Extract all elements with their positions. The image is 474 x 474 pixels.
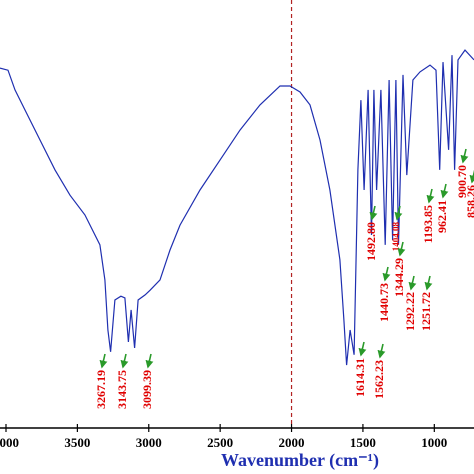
peak-label: 1614.31 [353, 358, 367, 397]
peak-label: 1440.73 [377, 283, 391, 322]
peak-label: 1344.29 [392, 258, 406, 297]
peak-label: 858.26 [464, 185, 474, 218]
peak-arrow [382, 266, 391, 282]
peak-label: 900.70 [455, 165, 469, 198]
peak-arrow [426, 188, 435, 204]
peak-label: 1292.22 [403, 292, 417, 331]
x-tick-label: 1000 [421, 435, 447, 450]
peak-arrow [397, 241, 406, 257]
peak-label: 962.41 [435, 200, 449, 233]
peak-arrow [120, 353, 129, 369]
peak-label: 3099.39 [140, 370, 154, 409]
peak-arrow [369, 205, 378, 221]
peak-arrow [394, 205, 403, 221]
peak-label: 1404.08 [391, 222, 401, 252]
x-tick-label: 3000 [136, 435, 162, 450]
peak-arrow [145, 353, 154, 369]
peak-label: 3267.19 [94, 370, 108, 409]
x-tick-label: 3500 [64, 435, 90, 450]
peak-label: 3143.75 [115, 370, 129, 409]
peak-arrow [377, 343, 386, 359]
peak-arrow [460, 148, 469, 164]
spectrum-line [0, 49, 474, 366]
peak-label: 1562.23 [372, 360, 386, 399]
peak-label: 1251.72 [419, 292, 433, 331]
peak-arrow [408, 275, 417, 291]
x-tick-label: 4000 [0, 435, 19, 450]
x-tick-label: 2500 [207, 435, 233, 450]
peak-arrow [358, 341, 367, 357]
x-axis-title: Wavenumber (cm⁻¹) [221, 450, 379, 471]
peak-arrow [99, 353, 108, 369]
x-tick-label: 1500 [350, 435, 376, 450]
peak-arrow [424, 275, 433, 291]
peak-arrow [440, 183, 449, 199]
peak-label: 1492.80 [364, 222, 378, 261]
x-tick-label: 2000 [279, 435, 305, 450]
peak-label: 1193.85 [421, 205, 435, 243]
